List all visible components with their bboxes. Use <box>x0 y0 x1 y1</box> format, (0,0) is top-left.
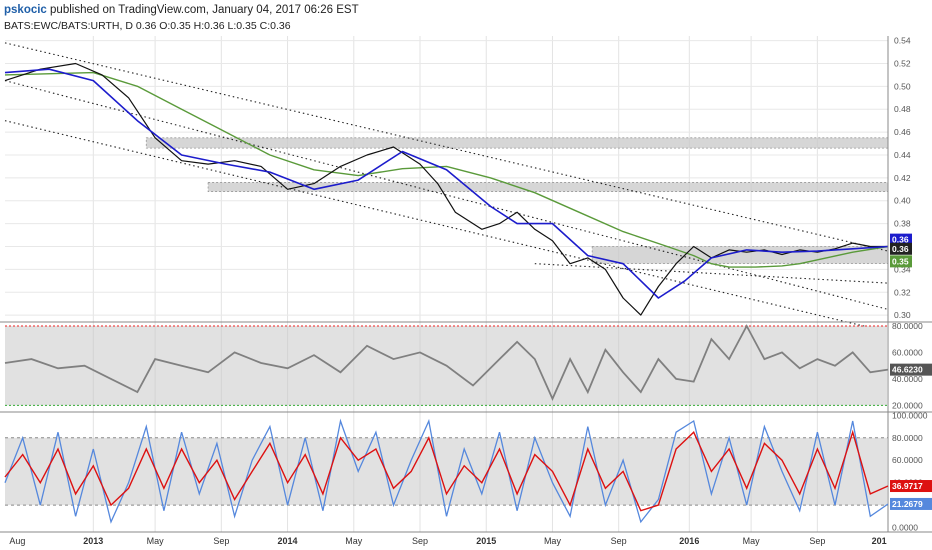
x-axis-tick: Aug <box>9 536 25 546</box>
x-axis-tick: 2015 <box>476 536 496 546</box>
series-line-ma-slow <box>4 71 889 268</box>
chart-header: pskocic published on TradingView.com, Ja… <box>4 3 359 33</box>
last-value-badge <box>890 233 912 246</box>
price-axis-tick: 0.46 <box>894 127 911 137</box>
price-axis-tick: 0.40 <box>894 196 911 206</box>
price-axis-tick: 0.32 <box>894 287 911 297</box>
rsi-axis-tick: 40.0000 <box>892 374 923 384</box>
symbol-label: BATS:EWC/BATS:URTH, D <box>4 20 133 32</box>
price-axis-tick: 0.38 <box>894 219 911 229</box>
price-axis-tick: 0.42 <box>894 173 911 183</box>
rsi-line <box>4 324 889 402</box>
last-value-badge-label: 0.36 <box>892 244 909 254</box>
last-value-badge-label: 0.36 <box>892 235 909 245</box>
x-axis-tick: 2014 <box>278 536 298 546</box>
price-axis-tick: 0.54 <box>894 36 911 46</box>
stoch-d-line <box>4 429 889 512</box>
stoch-axis-tick: 100.0000 <box>892 410 928 420</box>
stoch-axis-tick: 80.0000 <box>892 433 923 443</box>
x-axis-tick: Sep <box>611 536 627 546</box>
stoch-last-value-label: 21.2679 <box>892 499 923 509</box>
rsi-last-value-badge <box>890 363 932 376</box>
rsi-axis-tick: 80.0000 <box>892 321 923 331</box>
stoch-axis-tick: 0.0000 <box>892 523 918 533</box>
x-axis-tick: May <box>147 536 165 546</box>
x-axis-tick: May <box>345 536 363 546</box>
symbol-line: BATS:EWC/BATS:URTH, D 0.36 O:0.35 H:0.36… <box>4 19 359 33</box>
stoch-axis-tick: 60.0000 <box>892 455 923 465</box>
rsi-axis-tick: 60.0000 <box>892 347 923 357</box>
stoch-k-line <box>4 418 889 524</box>
rsi-axis-tick: 20.0000 <box>892 400 923 410</box>
stoch-last-value-label: 36.9717 <box>892 481 923 491</box>
publish-info: published on TradingView.com, January 04… <box>46 4 359 16</box>
price-axis-tick: 0.44 <box>894 150 911 160</box>
series-line-ma-fast <box>4 68 889 299</box>
x-axis-tick: Sep <box>809 536 825 546</box>
publish-line: pskocic published on TradingView.com, Ja… <box>4 3 359 17</box>
x-axis-tick: 201 <box>872 536 887 546</box>
x-axis-tick: 2016 <box>679 536 699 546</box>
trend-channel-line <box>4 42 889 252</box>
price-axis-tick: 0.48 <box>894 104 911 114</box>
x-axis-tick: 2013 <box>83 536 103 546</box>
price-zone <box>145 137 889 149</box>
x-axis-tick: May <box>743 536 761 546</box>
author-link[interactable]: pskocic <box>4 4 47 16</box>
stoch-last-value-badge <box>890 497 932 510</box>
last-value-badge <box>890 242 912 255</box>
stoch-last-value-badge <box>890 480 932 493</box>
trend-channel-line <box>534 263 889 284</box>
price-axis-tick: 0.34 <box>894 264 911 274</box>
x-axis-tick: Sep <box>213 536 229 546</box>
rsi-last-value-label: 46.6230 <box>892 365 923 375</box>
price-axis-tick: 0.30 <box>894 310 911 320</box>
x-axis-tick: May <box>544 536 562 546</box>
price-axis-tick: 0.50 <box>894 81 911 91</box>
last-value-badge <box>890 255 912 268</box>
x-axis-tick: Sep <box>412 536 428 546</box>
price-axis-tick: 0.52 <box>894 58 911 68</box>
ohlc-label: 0.36 O:0.35 H:0.36 L:0.35 C:0.36 <box>135 20 291 32</box>
last-value-badge-label: 0.35 <box>892 256 909 266</box>
